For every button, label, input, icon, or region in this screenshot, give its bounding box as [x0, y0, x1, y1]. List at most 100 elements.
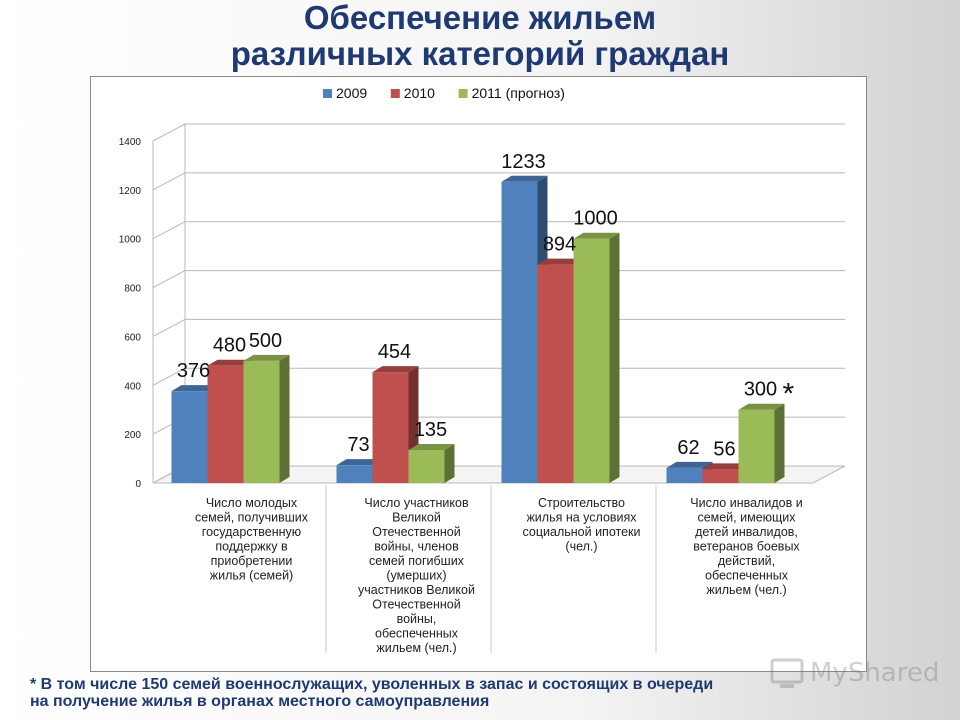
category-label: Отечественной — [372, 525, 460, 539]
bar-top — [171, 385, 218, 392]
footnote-line-2: на получение жилья в органах местного са… — [30, 693, 490, 710]
bar — [243, 354, 290, 483]
category-label: войны, членов — [374, 540, 459, 554]
bar-top — [207, 359, 254, 366]
bar-front — [408, 450, 445, 483]
category-label: жилья на условиях — [526, 511, 637, 525]
category-label: жильем (чел.) — [376, 641, 456, 655]
category-label: ветеранов боевых — [693, 540, 800, 554]
chart-frame: 0 200 400 600 800 1000 1200 1400 2009 2010 2011 (п… — [90, 76, 867, 672]
data-label: 56 — [713, 438, 735, 460]
bar — [408, 444, 455, 483]
bar-front — [243, 360, 280, 483]
category-label: обеспеченных — [375, 627, 459, 641]
bar-top — [501, 175, 548, 182]
category-label: войны, — [397, 612, 437, 626]
title-line-2: различных категорий граждан — [230, 35, 730, 72]
legend-swatch — [323, 89, 332, 98]
category-label: (умерших) — [386, 569, 446, 583]
bar-front — [372, 372, 409, 483]
data-label: 73 — [347, 434, 369, 456]
category-label: жилья (семей) — [210, 569, 293, 583]
footnote-line-1: * В том числе 150 семей военнослужащих, … — [30, 676, 714, 693]
bar-top — [666, 461, 713, 468]
legend-swatch — [458, 89, 468, 98]
bar-front — [738, 409, 775, 483]
watermark: MyShared — [768, 654, 939, 694]
data-label: 62 — [677, 437, 699, 459]
footnote: * В том числе 150 семей военнослужащих, … — [30, 676, 955, 710]
category-label: поддержку в — [215, 540, 288, 554]
bar-front — [336, 465, 373, 483]
category-label: Великой — [392, 511, 441, 525]
gridline-side — [152, 270, 186, 289]
data-label: 135 — [414, 419, 447, 441]
category-label: детей инвалидов, — [695, 525, 798, 539]
bar-front — [207, 365, 244, 483]
category-label: Строительство — [538, 496, 625, 510]
bar-side — [444, 444, 455, 483]
data-label: 500 — [249, 330, 282, 352]
gridline-side — [152, 221, 186, 240]
title-line-1: Обеспечение жильем — [303, 0, 657, 36]
bar-front — [171, 391, 208, 483]
category-label: действий, — [718, 554, 775, 568]
category-label: семей погибших — [369, 554, 465, 568]
category-label: Число участников — [364, 496, 469, 510]
data-label: 1000 — [573, 208, 618, 230]
bar-front — [537, 264, 574, 483]
category-label: социальной ипотеки — [523, 525, 641, 539]
gridline-side — [152, 367, 186, 386]
category-label: Число инвалидов и — [690, 496, 802, 510]
bar-top — [336, 459, 383, 466]
legend-label: 2010 — [404, 85, 435, 101]
legend-label: 2011 (прогноз) — [472, 85, 565, 101]
category-label: семей, получивших — [195, 511, 309, 525]
bar-front — [501, 181, 538, 483]
y-tick-label: 800 — [124, 284, 141, 295]
category-label: государственную — [202, 525, 301, 539]
y-tick-label: 200 — [124, 430, 141, 441]
category-label: приобретении — [211, 554, 293, 568]
legend-swatch — [390, 89, 400, 98]
bar-side — [609, 232, 620, 483]
category-label: жильем (чел.) — [706, 583, 786, 597]
bar-front — [573, 238, 610, 483]
bar-top — [243, 354, 290, 361]
bar-top — [738, 403, 785, 410]
gridline-side — [152, 172, 186, 191]
computer-icon — [770, 658, 804, 688]
bar-top — [537, 258, 584, 265]
gridline-side — [152, 123, 186, 142]
data-label: 894 — [543, 234, 576, 256]
category-label: участников Великой — [358, 583, 475, 597]
category-label: Отечественной — [372, 598, 460, 612]
legend-label: 2009 — [336, 85, 367, 101]
y-tick-label: 1400 — [119, 137, 142, 148]
category-label: (чел.) — [565, 540, 597, 554]
bar-front — [702, 469, 739, 483]
bar — [738, 403, 785, 483]
y-tick-label: 0 — [135, 479, 141, 490]
gridline-side — [152, 318, 186, 337]
bar-top — [573, 232, 620, 239]
category-label: семей, имеющих — [697, 511, 796, 525]
bar-side — [774, 403, 785, 483]
y-tick-label: 400 — [124, 381, 141, 392]
watermark-text: MyShared — [810, 658, 940, 688]
y-tick-label: 1000 — [119, 235, 142, 246]
bar-chart: 0 200 400 600 800 1000 1200 1400 2009 2010 2011 (п… — [119, 85, 846, 655]
bar-side — [279, 354, 290, 483]
data-label: 1233 — [501, 151, 546, 173]
bar-top — [408, 444, 455, 451]
bar — [573, 232, 620, 483]
category-label: Число молодых — [206, 496, 298, 510]
category-label: обеспеченных — [705, 569, 789, 583]
data-label: 300 — [744, 379, 777, 401]
bar-front — [666, 467, 703, 483]
y-tick-label: 1200 — [119, 186, 142, 197]
annotation-asterisk: * — [783, 378, 795, 411]
y-tick-label: 600 — [124, 332, 141, 343]
bar-top — [702, 463, 749, 470]
data-label: 376 — [177, 360, 210, 382]
